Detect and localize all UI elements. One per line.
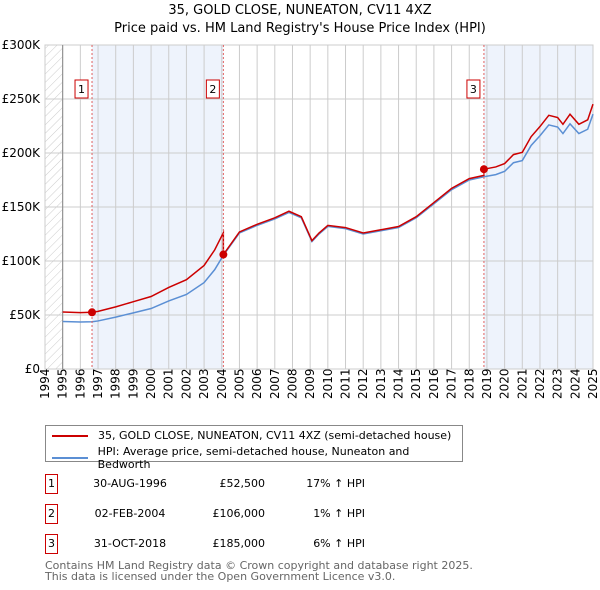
transaction-date: 31-OCT-2018 bbox=[93, 537, 167, 550]
y-tick-label: £150K bbox=[2, 200, 42, 214]
transaction-row: 3 31-OCT-2018 £185,000 6% ↑ HPI bbox=[45, 534, 465, 554]
x-tick-label: 2024 bbox=[568, 368, 582, 399]
legend-item-hpi: HPI: Average price, semi-detached house,… bbox=[52, 445, 462, 471]
sale-point bbox=[479, 165, 488, 174]
transaction-date: 30-AUG-1996 bbox=[93, 477, 167, 490]
x-tick-label: 2011 bbox=[339, 368, 353, 399]
y-tick-label: £0 bbox=[25, 362, 40, 376]
x-tick-label: 2016 bbox=[427, 368, 441, 399]
legend-label-hpi: HPI: Average price, semi-detached house,… bbox=[97, 445, 410, 471]
sale-point bbox=[88, 308, 97, 317]
footer: Contains HM Land Registry data © Crown c… bbox=[45, 560, 473, 582]
footer-copyright: Contains HM Land Registry data © Crown c… bbox=[45, 559, 473, 572]
chart-subtitle: Price paid vs. HM Land Registry's House … bbox=[114, 21, 486, 36]
x-tick-label: 2022 bbox=[533, 368, 547, 399]
x-tick-label: 2009 bbox=[303, 368, 317, 399]
transaction-price: £185,000 bbox=[212, 537, 266, 550]
sale-label: 2 bbox=[209, 83, 216, 96]
x-tick-label: 2013 bbox=[374, 368, 388, 399]
x-tick-label: 2006 bbox=[250, 368, 264, 399]
x-tick-label: 2003 bbox=[197, 368, 211, 399]
transaction-marker: 1 bbox=[45, 474, 58, 494]
x-tick-label: 2014 bbox=[392, 368, 406, 399]
x-tick-label: 2001 bbox=[162, 368, 176, 399]
x-tick-label: 1997 bbox=[91, 368, 105, 399]
chart-title: 35, GOLD CLOSE, NUNEATON, CV11 4XZ bbox=[168, 3, 432, 18]
sale-label-box bbox=[74, 79, 89, 99]
x-tick-label: 2000 bbox=[144, 368, 158, 399]
y-tick-label: £200K bbox=[2, 146, 42, 160]
x-tick-label: 1998 bbox=[109, 368, 123, 399]
property-price-line bbox=[62, 103, 594, 314]
y-tick-label: £100K bbox=[2, 254, 42, 268]
x-tick-label: 2012 bbox=[356, 368, 370, 399]
transaction-row: 2 02-FEB-2004 £106,000 1% ↑ HPI bbox=[45, 504, 465, 524]
x-tick-label: 2010 bbox=[321, 368, 335, 399]
transaction-hpi-diff: 1% ↑ HPI bbox=[313, 507, 365, 520]
x-tick-label: 2002 bbox=[179, 368, 193, 399]
x-tick-label: 2019 bbox=[480, 368, 494, 399]
sale-label-box bbox=[205, 79, 220, 99]
sale-label: 3 bbox=[470, 83, 477, 96]
x-tick-label: 2015 bbox=[409, 368, 423, 399]
x-tick-label: 2023 bbox=[551, 368, 565, 399]
x-tick-label: 2021 bbox=[515, 368, 529, 399]
x-tick-label: 2017 bbox=[445, 368, 459, 399]
x-tick-label: 2004 bbox=[215, 368, 229, 399]
transaction-marker: 3 bbox=[45, 534, 58, 554]
transaction-hpi-diff: 6% ↑ HPI bbox=[313, 537, 365, 550]
x-tick-label: 1995 bbox=[56, 368, 70, 399]
legend-item-property: 35, GOLD CLOSE, NUNEATON, CV11 4XZ (semi… bbox=[52, 429, 451, 442]
x-tick-label: 2018 bbox=[462, 368, 476, 399]
sale-label: 1 bbox=[78, 83, 85, 96]
transaction-marker: 2 bbox=[45, 504, 58, 524]
x-tick-label: 2008 bbox=[285, 368, 299, 399]
x-tick-label: 1994 bbox=[38, 368, 52, 399]
legend-label-property: 35, GOLD CLOSE, NUNEATON, CV11 4XZ (semi… bbox=[98, 429, 452, 442]
y-tick-label: £250K bbox=[2, 92, 42, 106]
x-tick-label: 2007 bbox=[268, 368, 282, 399]
transaction-price: £52,500 bbox=[219, 477, 266, 490]
legend-swatch-blue bbox=[52, 457, 88, 459]
footer-licence: This data is licensed under the Open Gov… bbox=[45, 570, 396, 583]
x-tick-label: 2020 bbox=[498, 368, 512, 399]
sale-label-box bbox=[466, 79, 481, 99]
x-tick-label: 2005 bbox=[232, 368, 246, 399]
x-tick-label: 1999 bbox=[126, 368, 140, 399]
x-tick-label: 2025 bbox=[586, 368, 600, 399]
sale-point bbox=[219, 250, 228, 259]
legend: 35, GOLD CLOSE, NUNEATON, CV11 4XZ (semi… bbox=[45, 425, 463, 471]
hpi-line bbox=[62, 113, 594, 323]
plot-border bbox=[44, 44, 594, 370]
legend-swatch-red bbox=[52, 434, 88, 437]
transaction-row: 1 30-AUG-1996 £52,500 17% ↑ HPI bbox=[45, 474, 465, 494]
y-tick-label: £300K bbox=[2, 38, 42, 52]
price-chart: 1994 1995 1996 1997 1998 1999 2000 2001 2002 2003… bbox=[2, 38, 600, 399]
x-tick-label: 1996 bbox=[73, 368, 87, 399]
transaction-date: 02-FEB-2004 bbox=[94, 507, 166, 520]
y-tick-label: £50K bbox=[9, 308, 41, 322]
transaction-hpi-diff: 17% ↑ HPI bbox=[306, 477, 365, 490]
transaction-price: £106,000 bbox=[212, 507, 266, 520]
